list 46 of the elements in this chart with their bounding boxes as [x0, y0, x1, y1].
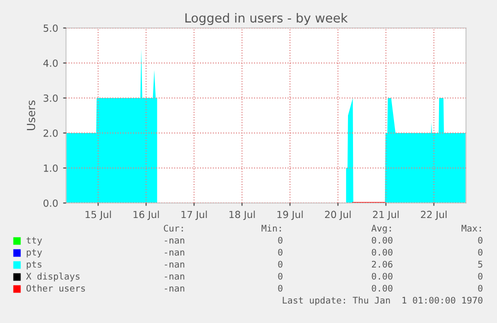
x-tick-label: 22 Jul: [420, 210, 447, 220]
x-tick-label: 15 Jul: [86, 210, 111, 220]
legend-label: Other users: [26, 284, 85, 292]
x-tick-label: 18 Jul: [229, 210, 255, 220]
y-tick-label: 3.0: [44, 94, 58, 102]
text: -nan: [164, 238, 184, 244]
x-tick-label: 17 Jul: [182, 210, 207, 220]
text: 0: [478, 248, 482, 256]
text: 5: [478, 260, 482, 268]
text: 0.00: [372, 236, 392, 244]
y-tick-label: 4.0: [43, 59, 58, 67]
text: 0: [278, 284, 282, 292]
legend-label: pty: [26, 249, 42, 258]
text: Avg:: [371, 224, 391, 234]
text: Cur:: [164, 224, 183, 232]
text: 0.00: [372, 272, 392, 280]
text: 0: [278, 260, 282, 268]
text: -nan: [164, 262, 184, 268]
y-tick-label: 2.0: [44, 129, 58, 137]
text: 0.00: [372, 248, 392, 256]
text: Min:: [262, 224, 281, 232]
text: 0.00: [372, 284, 392, 292]
y-tick-label: 0.0: [44, 199, 58, 207]
chart-title: Logged in users - by week: [185, 12, 348, 26]
text: 0: [478, 236, 482, 244]
text: -nan: [164, 274, 184, 280]
text: 0: [478, 284, 482, 292]
legend-label: pts: [26, 261, 42, 270]
y-tick-label: 1.0: [44, 164, 58, 172]
text: Max:: [462, 224, 481, 232]
x-tick-label: 16 Jul: [134, 210, 159, 220]
text: 2.06: [372, 260, 392, 268]
x-tick-label: 19 Jul: [277, 210, 303, 220]
x-tick-label: 21 Jul: [373, 210, 399, 220]
y-tick-label: 5.0: [44, 24, 58, 32]
text: 0: [478, 272, 482, 280]
legend-label: X displays: [26, 272, 80, 282]
text: 0: [278, 272, 282, 280]
y-axis-title: Users: [26, 100, 36, 130]
text: -nan: [164, 286, 184, 292]
text: 0: [278, 236, 282, 244]
x-tick-label: 20 Jul: [325, 210, 351, 220]
text: 0: [278, 248, 282, 256]
legend-label: tty: [26, 237, 42, 246]
text: Last update: Thu Jan 1 01:00:00 1970: [282, 296, 482, 306]
text: -nan: [164, 250, 184, 256]
